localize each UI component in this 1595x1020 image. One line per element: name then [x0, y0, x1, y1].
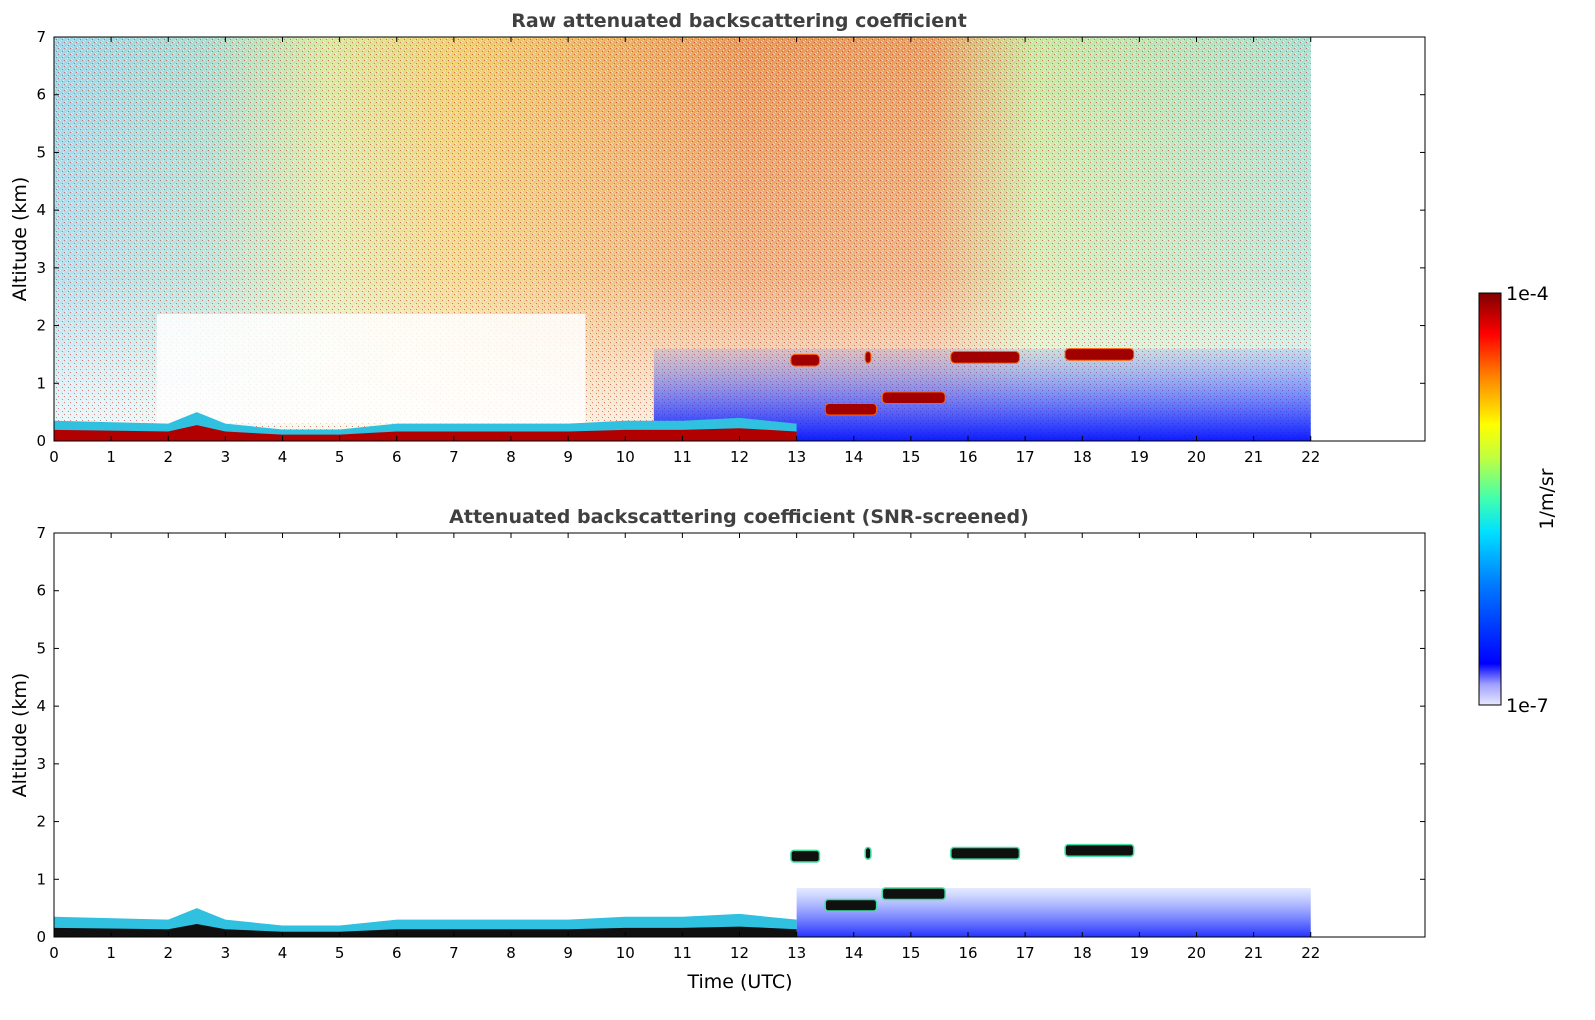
surface-layer-core — [54, 425, 797, 441]
x-tick-label: 22 — [1301, 448, 1320, 466]
x-tick-label: 16 — [958, 944, 977, 962]
raw-backscatter-panel: Raw attenuated backscattering coefficien… — [9, 10, 1426, 466]
x-tick-label: 4 — [278, 448, 288, 466]
x-tick-label: 20 — [1187, 944, 1206, 962]
y-tick-label: 3 — [36, 259, 46, 277]
x-tick-label: 1 — [106, 448, 116, 466]
x-tick-label: 14 — [844, 448, 863, 466]
colorbar-min-label: 1e-7 — [1506, 695, 1549, 717]
elevated-aerosol-layer — [881, 391, 946, 404]
y-tick-label: 5 — [36, 143, 46, 161]
colorbar-max-label: 1e-4 — [1506, 283, 1549, 305]
chart-title: Raw attenuated backscattering coefficien… — [511, 10, 967, 32]
y-axis-ticks: 0 1 2 3 4 5 6 7 — [36, 28, 1425, 450]
x-tick-label: 19 — [1130, 944, 1149, 962]
x-tick-label: 1 — [106, 944, 116, 962]
x-tick-label: 14 — [844, 944, 863, 962]
x-axis-ticks: 0 1 2 3 4 5 6 7 8 9 10 11 12 13 14 15 16 17 18 19 20 21 22 — [49, 37, 1320, 466]
x-tick-label: 6 — [392, 448, 402, 466]
chart-title: Attenuated backscattering coefficient (S… — [449, 506, 1029, 528]
y-tick-label: 2 — [36, 813, 46, 831]
x-tick-label: 7 — [449, 448, 459, 466]
x-tick-label: 9 — [563, 944, 573, 962]
snr-screened-heatmap — [54, 843, 1311, 937]
x-tick-label: 3 — [221, 944, 231, 962]
colorbar-gradient — [1478, 292, 1502, 706]
y-tick-label: 5 — [36, 639, 46, 657]
x-tick-label: 3 — [221, 448, 231, 466]
surface-layer-core — [54, 924, 797, 937]
y-tick-label: 7 — [36, 524, 46, 542]
x-tick-label: 12 — [730, 944, 749, 962]
x-tick-label: 21 — [1244, 448, 1263, 466]
elevated-aerosol-layer — [950, 846, 1021, 860]
x-axis-ticks: 0 1 2 3 4 5 6 7 8 9 10 11 12 13 14 15 16 17 18 19 20 21 22 — [49, 533, 1320, 962]
x-tick-label: 15 — [901, 944, 920, 962]
x-tick-label: 12 — [730, 448, 749, 466]
low-blue-signal — [796, 887, 1311, 937]
elevated-aerosol-layer — [790, 353, 820, 367]
y-tick-label: 0 — [36, 432, 46, 450]
x-tick-label: 20 — [1187, 448, 1206, 466]
x-tick-label: 15 — [901, 448, 920, 466]
x-tick-label: 13 — [787, 944, 806, 962]
x-tick-label: 18 — [1073, 944, 1092, 962]
elevated-aerosol-layer — [950, 351, 1020, 364]
colorbar: 1e-4 1e-7 1/m/sr — [1478, 283, 1558, 717]
x-tick-label: 11 — [673, 944, 692, 962]
y-axis-ticks: 0 1 2 3 4 5 6 7 — [36, 524, 1425, 946]
y-tick-label: 4 — [36, 697, 46, 715]
x-tick-label: 6 — [392, 944, 402, 962]
y-tick-label: 1 — [36, 374, 46, 392]
x-tick-label: 17 — [1016, 448, 1035, 466]
x-tick-label: 9 — [563, 448, 573, 466]
elevated-aerosol-layer — [824, 402, 878, 416]
y-tick-label: 0 — [36, 928, 46, 946]
x-tick-label: 4 — [278, 944, 288, 962]
elevated-aerosol-layer — [1064, 843, 1135, 857]
y-axis-label: Altitude (km) — [9, 673, 31, 798]
x-tick-label: 0 — [49, 944, 59, 962]
elevated-aerosol-layer — [824, 898, 878, 912]
x-tick-label: 8 — [506, 448, 516, 466]
elevated-aerosol-layer — [881, 887, 946, 901]
x-tick-label: 16 — [958, 448, 977, 466]
raw-backscatter-heatmap — [54, 37, 1311, 441]
x-tick-label: 19 — [1130, 448, 1149, 466]
colorbar-unit-label: 1/m/sr — [1536, 468, 1558, 529]
plot-frame — [53, 532, 1426, 938]
x-tick-label: 22 — [1301, 944, 1320, 962]
y-tick-label: 4 — [36, 201, 46, 219]
y-axis-label: Altitude (km) — [9, 177, 31, 302]
x-tick-label: 10 — [616, 944, 635, 962]
x-tick-label: 5 — [335, 448, 345, 466]
snr-screened-panel: Attenuated backscattering coefficient (S… — [9, 506, 1426, 993]
y-tick-label: 3 — [36, 755, 46, 773]
y-tick-label: 6 — [36, 86, 46, 104]
x-tick-label: 2 — [163, 448, 173, 466]
elevated-aerosol-layer — [864, 351, 872, 364]
x-tick-label: 5 — [335, 944, 345, 962]
x-axis-label: Time (UTC) — [686, 971, 792, 993]
y-tick-label: 7 — [36, 28, 46, 46]
clear-region — [156, 314, 586, 424]
x-tick-label: 13 — [787, 448, 806, 466]
x-tick-label: 18 — [1073, 448, 1092, 466]
x-tick-label: 2 — [163, 944, 173, 962]
elevated-aerosol-layer — [864, 846, 872, 860]
y-tick-label: 6 — [36, 582, 46, 600]
x-tick-label: 8 — [506, 944, 516, 962]
y-tick-label: 1 — [36, 870, 46, 888]
x-tick-label: 21 — [1244, 944, 1263, 962]
elevated-aerosol-layer — [1064, 348, 1135, 361]
x-tick-label: 0 — [49, 448, 59, 466]
x-tick-label: 7 — [449, 944, 459, 962]
x-tick-label: 10 — [616, 448, 635, 466]
y-tick-label: 2 — [36, 317, 46, 335]
x-tick-label: 17 — [1016, 944, 1035, 962]
elevated-aerosol-layer — [790, 849, 821, 863]
x-tick-label: 11 — [673, 448, 692, 466]
